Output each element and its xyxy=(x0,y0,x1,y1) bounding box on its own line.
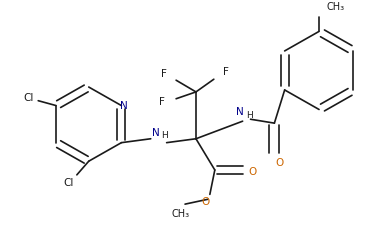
Text: O: O xyxy=(202,197,210,207)
Text: F: F xyxy=(161,69,167,79)
Text: N: N xyxy=(152,128,160,138)
Text: N: N xyxy=(120,101,127,111)
Text: F: F xyxy=(223,67,229,77)
Text: H: H xyxy=(246,111,253,120)
Text: H: H xyxy=(161,131,168,140)
Text: Cl: Cl xyxy=(64,178,74,188)
Text: F: F xyxy=(159,97,165,107)
Text: O: O xyxy=(275,158,283,168)
Text: CH₃: CH₃ xyxy=(327,2,345,12)
Text: Cl: Cl xyxy=(23,93,33,103)
Text: O: O xyxy=(249,167,256,177)
Text: CH₃: CH₃ xyxy=(171,209,189,219)
Text: N: N xyxy=(236,107,244,117)
